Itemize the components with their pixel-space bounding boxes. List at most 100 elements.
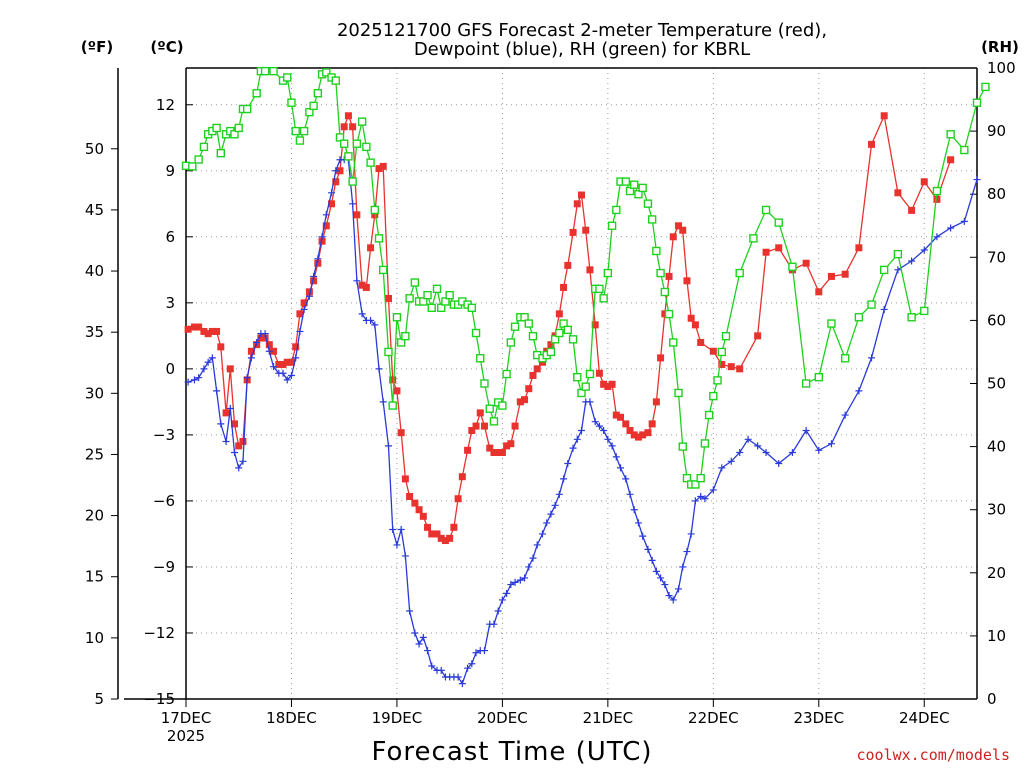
rh-point (427, 303, 436, 312)
temperature-point (433, 530, 441, 538)
series-dewpoint (184, 156, 981, 688)
rh-point (893, 249, 903, 259)
temperature-point (868, 140, 876, 148)
dewpoint-point (701, 495, 709, 503)
dewpoint-point (283, 376, 291, 384)
dewpoint-point (687, 530, 695, 538)
x-tick-sublabel: 2025 (167, 727, 205, 745)
dewpoint-point (287, 371, 295, 379)
celsius-unit-label: (ºC) (150, 38, 183, 56)
temperature-point (697, 338, 705, 346)
rh-point (585, 369, 595, 379)
temperature-point (486, 444, 494, 452)
temperature-point (564, 261, 572, 269)
rh-point (520, 313, 529, 322)
temperature-point (231, 420, 239, 428)
dewpoint-point (353, 277, 361, 285)
temperature-point (490, 448, 498, 456)
temperature-point (472, 422, 480, 430)
temperature-point (634, 433, 642, 441)
fahrenheit-tick-label: 25 (85, 445, 104, 463)
dewpoint-point (727, 457, 735, 465)
temperature-point (498, 448, 506, 456)
rh-point (840, 354, 850, 363)
rh-point (960, 145, 969, 155)
dewpoint-point (691, 497, 699, 505)
rh-point (761, 205, 771, 215)
x-tick-label: 22DEC (688, 709, 739, 727)
rh-point (437, 303, 446, 312)
temperature-point (600, 380, 608, 388)
dewpoint-point (213, 387, 221, 395)
dewpoint-point (815, 446, 823, 454)
rh-point (498, 401, 507, 410)
rh-point (879, 265, 889, 275)
temperature-point (591, 321, 599, 329)
rh-point (721, 331, 731, 341)
rh-point (401, 331, 410, 341)
temperature-point (578, 191, 585, 199)
rh-point (476, 354, 485, 363)
temperature-point (441, 537, 449, 545)
temperature-point (292, 343, 300, 351)
temperature-point (920, 178, 928, 186)
temperature-point (415, 506, 423, 514)
rh-tick-label: 40 (987, 438, 1006, 456)
rh-point (388, 401, 397, 410)
temperature-point (314, 259, 322, 267)
temperature-point (446, 534, 454, 542)
dewpoint-point (358, 310, 366, 318)
rh-point (392, 313, 402, 322)
temperature-point (367, 244, 375, 252)
rh-point (599, 294, 608, 303)
celsius-tick-label: −6 (153, 492, 175, 510)
dewpoint-point (367, 316, 375, 324)
dewpoint-point (190, 376, 198, 384)
dewpoint-point (679, 563, 687, 571)
rh-point (374, 234, 384, 243)
x-tick-label: 18DEC (266, 709, 317, 727)
rh-point (471, 328, 481, 338)
temperature-point (802, 259, 810, 267)
rh-point (194, 155, 203, 164)
rh-point (396, 338, 406, 347)
rh-point (981, 82, 990, 92)
dewpoint-point (468, 660, 476, 668)
rh-point (524, 319, 533, 328)
temperature-point (353, 211, 361, 219)
dewpoint-point (573, 435, 581, 443)
rh-point (581, 382, 590, 391)
rh-tick-label: 90 (987, 122, 1006, 140)
temperature-point (300, 299, 308, 307)
rh-point (423, 290, 432, 300)
rh-point (485, 404, 494, 413)
dewpoint-point (736, 448, 744, 456)
rh-point (638, 183, 647, 193)
dewpoint-point (428, 662, 436, 670)
rh-point (814, 372, 823, 382)
dewpoint-point (401, 552, 409, 560)
dewpoint-point (894, 266, 902, 274)
temperature-point (841, 270, 849, 278)
x-tick-label: 21DEC (583, 709, 634, 727)
dewpoint-point (547, 510, 555, 518)
dewpoint-point (569, 444, 577, 452)
temperature-point (401, 475, 409, 483)
temperature-point (283, 358, 291, 366)
dewpoint-point (204, 358, 212, 366)
dewpoint-point (608, 442, 616, 450)
dewpoint-point (226, 404, 234, 412)
temperature-point (389, 376, 397, 384)
dewpoint-point (586, 398, 594, 406)
dewpoint-point (868, 354, 876, 362)
rh-point (199, 142, 209, 152)
dewpoint-point (652, 567, 660, 575)
dewpoint-point (973, 176, 981, 184)
temperature-point (393, 387, 401, 395)
temperature-point (657, 354, 665, 362)
rh-point (656, 268, 665, 278)
dewpoint-point (665, 592, 673, 600)
celsius-tick-label: −15 (143, 690, 175, 708)
temperature-point (622, 420, 630, 428)
